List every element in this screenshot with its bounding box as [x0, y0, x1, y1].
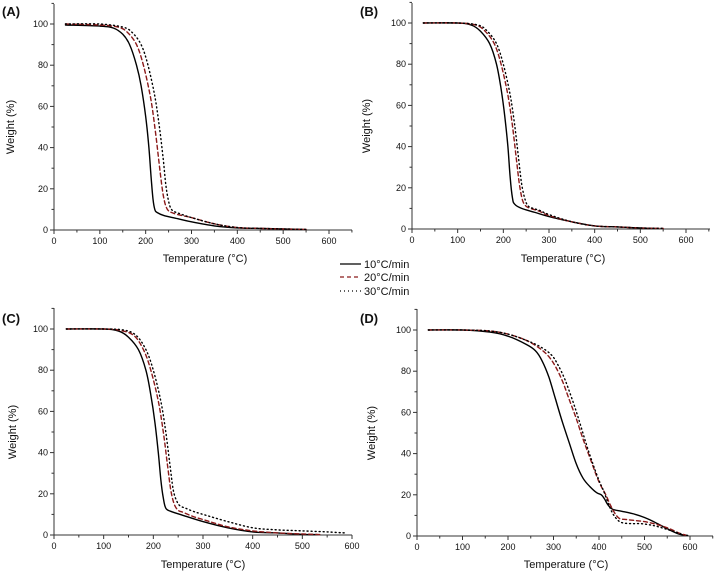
- y-tick-label: 60: [38, 101, 48, 111]
- y-tick-label: 20: [401, 490, 411, 500]
- y-tick-label: 60: [401, 407, 411, 417]
- x-tick-label: 600: [678, 235, 693, 245]
- y-tick-label: 20: [38, 184, 48, 194]
- y-tick-label: 0: [406, 531, 411, 541]
- series-line-20c-per-min: [422, 22, 664, 230]
- x-tick-label: 600: [321, 236, 336, 246]
- y-tick-label: 60: [38, 406, 48, 416]
- y-tick-label: 40: [396, 142, 406, 152]
- legend: 10°C/min 20°C/min 30°C/min: [340, 259, 409, 298]
- x-tick-label: 300: [546, 542, 561, 552]
- y-tick-label: 0: [43, 225, 48, 235]
- y-tick-label: 80: [396, 59, 406, 69]
- legend-label-20: 20°C/min: [364, 272, 409, 284]
- x-tick-label: 500: [633, 235, 648, 245]
- series-line-20c-per-min: [427, 329, 687, 536]
- y-tick-label: 80: [38, 365, 48, 375]
- x-tick-label: 200: [500, 542, 515, 552]
- x-axis-title: Temperature (°C): [161, 559, 245, 571]
- x-tick-label: 0: [409, 235, 414, 245]
- y-tick-label: 100: [33, 19, 48, 29]
- y-axis-title: Weight (%): [366, 406, 378, 460]
- series-line-30c-per-min: [65, 328, 346, 534]
- legend-label-10: 10°C/min: [364, 259, 409, 271]
- x-tick-label: 100: [96, 541, 111, 551]
- panel-a: (A) 0 100 200 300 400 500 600 0 20 40 60 80 100 Temper…: [2, 2, 353, 265]
- x-tick-label: 400: [230, 236, 245, 246]
- y-tick-label: 100: [391, 18, 406, 28]
- series-line-30c-per-min: [422, 22, 664, 230]
- x-tick-label: 500: [637, 542, 652, 552]
- series-line-20c-per-min: [64, 23, 307, 231]
- series-line-30c-per-min: [64, 23, 307, 231]
- y-tick-label: 80: [38, 60, 48, 70]
- y-tick-label: 40: [401, 449, 411, 459]
- panel-label: (A): [2, 4, 20, 19]
- x-tick-label: 300: [195, 541, 210, 551]
- x-tick-label: 0: [414, 542, 419, 552]
- x-tick-label: 100: [92, 236, 107, 246]
- x-axis-title: Temperature (°C): [524, 559, 608, 571]
- legend-label-30: 30°C/min: [364, 286, 409, 298]
- series-line-10c-per-min: [64, 24, 303, 231]
- series-line-10c-per-min: [422, 22, 651, 230]
- x-tick-label: 200: [146, 541, 161, 551]
- x-axis-title: Temperature (°C): [521, 253, 605, 265]
- x-tick-label: 400: [591, 542, 606, 552]
- y-tick-label: 20: [396, 183, 406, 193]
- series-line-20c-per-min: [65, 328, 323, 536]
- x-tick-label: 600: [344, 541, 359, 551]
- y-axis-title: Weight (%): [5, 100, 17, 154]
- y-tick-label: 100: [396, 325, 411, 335]
- panel-b: (B) 0 100 200 300 400 500 600 0 20 40 60 80 100 Temper…: [360, 1, 710, 265]
- y-tick-label: 100: [33, 324, 48, 334]
- y-tick-label: 40: [38, 448, 48, 458]
- y-axis-title: Weight (%): [361, 99, 373, 153]
- x-tick-label: 100: [450, 235, 465, 245]
- panel-d: (D) 0 100 200 300 400 500 600 0 20 40 60 80 100 Temper…: [360, 308, 714, 571]
- x-axis-title: Temperature (°C): [163, 253, 247, 265]
- panel-label: (D): [360, 311, 378, 326]
- y-tick-label: 0: [401, 224, 406, 234]
- y-tick-label: 0: [43, 530, 48, 540]
- x-tick-label: 300: [184, 236, 199, 246]
- y-tick-label: 60: [396, 100, 406, 110]
- x-tick-label: 0: [51, 236, 56, 246]
- x-tick-label: 600: [682, 542, 697, 552]
- y-tick-label: 40: [38, 143, 48, 153]
- x-tick-label: 100: [455, 542, 470, 552]
- x-tick-label: 200: [496, 235, 511, 245]
- x-tick-label: 500: [295, 541, 310, 551]
- x-tick-label: 400: [245, 541, 260, 551]
- panel-label: (C): [2, 311, 20, 326]
- x-tick-label: 500: [276, 236, 291, 246]
- x-tick-label: 0: [51, 541, 56, 551]
- y-tick-label: 20: [38, 489, 48, 499]
- series-line-30c-per-min: [427, 329, 682, 535]
- y-axis-title: Weight (%): [7, 405, 19, 459]
- panel-c: (C) 0 100 200 300 400 500 600 0 20 40 60 80 100 Temper…: [2, 307, 360, 571]
- x-tick-label: 400: [587, 235, 602, 245]
- series-line-10c-per-min: [65, 328, 318, 536]
- panel-label: (B): [360, 4, 378, 19]
- x-tick-label: 300: [541, 235, 556, 245]
- y-tick-label: 80: [401, 366, 411, 376]
- x-tick-label: 200: [138, 236, 153, 246]
- series-line-10c-per-min: [427, 329, 689, 537]
